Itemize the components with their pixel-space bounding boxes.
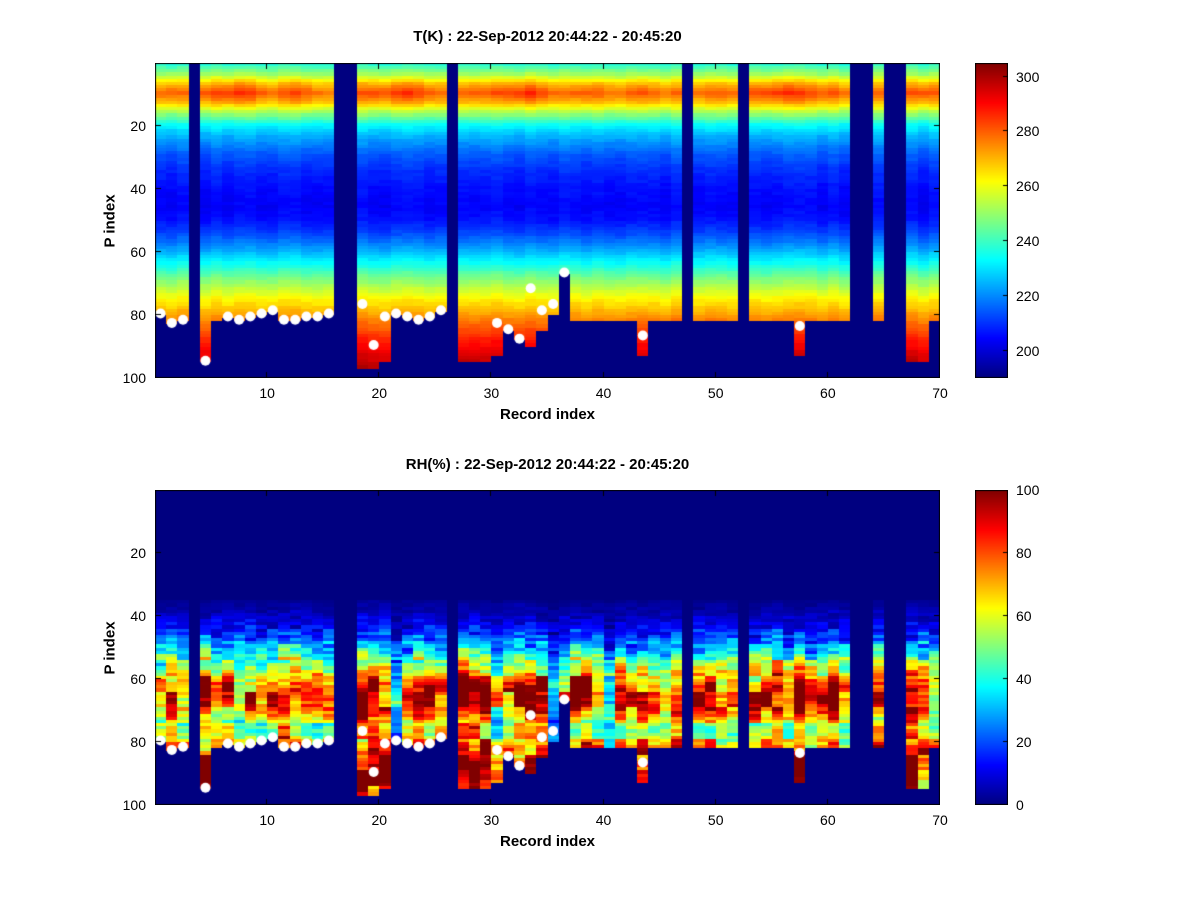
x-tick-label: 10 bbox=[259, 812, 275, 828]
colorbar-tick-label: 300 bbox=[1016, 68, 1040, 85]
temperature-colorbar bbox=[975, 63, 1008, 378]
y-tick-label: 20 bbox=[130, 118, 146, 134]
colorbar-tick-label: 240 bbox=[1016, 233, 1040, 250]
humidity-heatmap-canvas bbox=[155, 490, 940, 805]
temperature-plot-title: T(K) : 22-Sep-2012 20:44:22 - 20:45:20 bbox=[413, 28, 682, 45]
x-tick-label: 30 bbox=[483, 812, 500, 828]
colorbar-tick-label: 220 bbox=[1016, 287, 1040, 304]
colorbar-tick-label: 200 bbox=[1016, 342, 1040, 359]
y-tick-label: 60 bbox=[130, 244, 146, 260]
y-tick-label: 100 bbox=[122, 370, 146, 386]
x-tick-label: 60 bbox=[820, 812, 836, 828]
x-tick-label: 20 bbox=[371, 385, 388, 401]
x-tick-label: 10 bbox=[259, 385, 275, 401]
x-tick-label: 50 bbox=[707, 385, 724, 401]
y-tick-label: 20 bbox=[130, 545, 146, 561]
y-tick-label: 40 bbox=[130, 181, 146, 197]
humidity-plot-title: RH(%) : 22-Sep-2012 20:44:22 - 20:45:20 bbox=[405, 456, 690, 473]
colorbar-tick-label: 0 bbox=[1016, 797, 1024, 813]
colorbar-tick-label: 100 bbox=[1016, 482, 1040, 498]
humidity-y-axis-label: P index bbox=[101, 620, 119, 675]
x-tick-label: 40 bbox=[595, 385, 612, 401]
x-tick-label: 30 bbox=[483, 385, 500, 401]
colorbar-tick-label: 80 bbox=[1016, 545, 1032, 561]
x-tick-label: 40 bbox=[595, 812, 612, 828]
colorbar-tick-label: 60 bbox=[1016, 608, 1032, 624]
x-tick-label: 70 bbox=[932, 385, 948, 401]
y-tick-label: 40 bbox=[130, 608, 146, 624]
temperature-x-axis-label: Record index bbox=[499, 406, 596, 423]
colorbar-tick-label: 280 bbox=[1016, 123, 1040, 140]
y-tick-label: 80 bbox=[130, 734, 146, 750]
x-tick-label: 50 bbox=[707, 812, 724, 828]
x-tick-label: 20 bbox=[371, 812, 388, 828]
humidity-x-axis-label: Record index bbox=[499, 833, 596, 850]
temperature-heatmap-canvas bbox=[155, 63, 940, 378]
y-tick-label: 100 bbox=[122, 797, 146, 813]
colorbar-tick-label: 20 bbox=[1016, 734, 1032, 750]
y-tick-label: 60 bbox=[130, 671, 146, 687]
colorbar-tick-label: 40 bbox=[1016, 671, 1032, 687]
colorbar-tick-label: 260 bbox=[1016, 178, 1040, 195]
x-tick-label: 70 bbox=[932, 812, 948, 828]
x-tick-label: 60 bbox=[820, 385, 836, 401]
temperature-y-axis-label: P index bbox=[101, 193, 119, 248]
humidity-colorbar bbox=[975, 490, 1008, 805]
y-tick-label: 80 bbox=[130, 307, 146, 323]
